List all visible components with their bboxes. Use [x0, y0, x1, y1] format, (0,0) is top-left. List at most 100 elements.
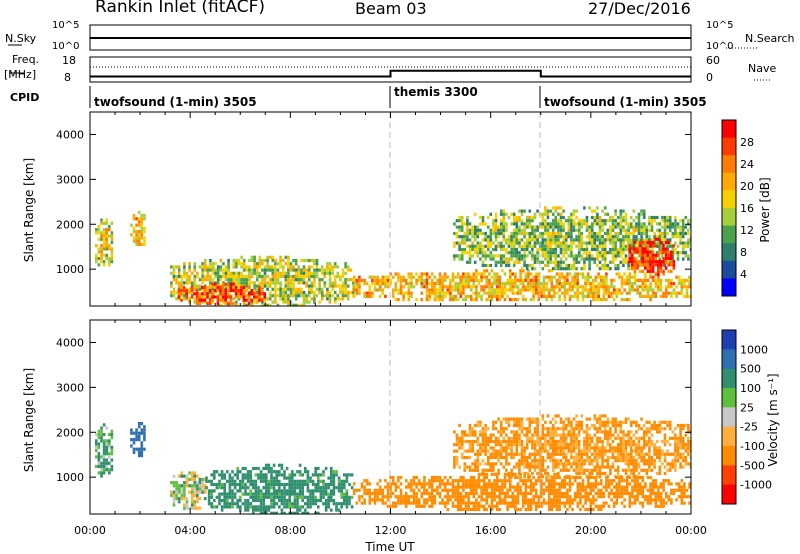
- data-cell: [512, 423, 516, 428]
- data-cell: [296, 502, 299, 506]
- data-cell: [663, 225, 667, 229]
- data-cell: [518, 244, 521, 248]
- data-cell: [680, 285, 684, 289]
- data-cell: [190, 295, 194, 299]
- data-cell: [614, 244, 617, 248]
- data-cell: [611, 222, 615, 226]
- data-cell: [441, 479, 444, 483]
- data-cell: [458, 228, 461, 232]
- data-cell: [638, 263, 642, 267]
- data-cell: [306, 476, 310, 480]
- data-cell: [619, 251, 623, 255]
- data-cell: [628, 504, 632, 508]
- data-cell: [479, 446, 482, 450]
- data-cell: [599, 491, 603, 496]
- data-cell: [499, 427, 503, 431]
- data-cell: [433, 498, 437, 502]
- data-cell: [423, 479, 426, 483]
- data-cell: [195, 292, 199, 296]
- data-cell: [270, 473, 273, 477]
- data-cell: [568, 501, 572, 505]
- data-cell: [397, 272, 400, 276]
- data-cell: [485, 269, 489, 273]
- data-cell: [274, 281, 277, 285]
- data-cell: [399, 488, 403, 492]
- data-cell: [684, 251, 688, 255]
- data-cell: [594, 491, 598, 496]
- data-cell: [497, 468, 500, 472]
- data-cell: [664, 294, 668, 298]
- data-cell: [306, 502, 310, 506]
- data-cell: [423, 482, 426, 486]
- data-cell: [298, 489, 302, 493]
- data-cell: [236, 470, 239, 474]
- data-cell: [571, 501, 574, 505]
- data-cell: [588, 231, 591, 236]
- data-cell: [443, 482, 447, 486]
- data-cell: [306, 473, 310, 477]
- data-cell: [430, 482, 434, 486]
- data-cell: [283, 505, 286, 509]
- data-cell: [564, 267, 568, 271]
- data-cell: [646, 260, 650, 264]
- data-cell: [468, 222, 472, 226]
- data-cell: [259, 505, 263, 509]
- data-cell: [284, 262, 288, 266]
- data-cell: [688, 485, 691, 489]
- data-cell: [391, 479, 395, 483]
- data-cell: [529, 482, 533, 486]
- data-cell: [662, 501, 665, 505]
- data-cell: [593, 219, 597, 223]
- data-cell: [318, 300, 321, 304]
- data-cell: [348, 482, 351, 487]
- data-cell: [236, 466, 239, 471]
- data-cell: [544, 222, 547, 226]
- data-cell: [515, 417, 519, 421]
- data-cell: [638, 491, 642, 496]
- data-cell: [454, 495, 457, 499]
- data-cell: [341, 284, 345, 288]
- data-cell: [533, 433, 537, 437]
- data-cell: [458, 446, 461, 450]
- data-cell: [458, 439, 461, 444]
- data-cell: [641, 504, 645, 508]
- data-cell: [270, 466, 273, 471]
- data-cell: [590, 209, 594, 213]
- data-cell: [607, 495, 611, 499]
- data-cell: [502, 219, 506, 223]
- data-cell: [208, 301, 212, 305]
- data-cell: [460, 257, 464, 261]
- data-cell: [586, 495, 590, 499]
- data-cell: [672, 288, 676, 292]
- data-cell: [605, 485, 608, 489]
- data-cell: [275, 482, 278, 487]
- data-cell: [333, 284, 337, 288]
- data-cell: [479, 430, 482, 434]
- data-cell: [477, 482, 481, 486]
- data-cell: [541, 244, 545, 248]
- data-cell: [633, 269, 637, 273]
- data-cell: [481, 238, 485, 242]
- data-cell: [227, 285, 230, 289]
- data-cell: [593, 241, 597, 245]
- data-cell: [610, 498, 613, 502]
- data-cell: [658, 244, 662, 248]
- data-cell: [607, 479, 611, 483]
- data-cell: [662, 485, 665, 489]
- data-cell: [611, 235, 615, 239]
- data-cell: [534, 288, 538, 292]
- data-cell: [213, 476, 216, 480]
- data-cell: [97, 256, 101, 261]
- data-cell: [620, 291, 624, 295]
- data-cell: [592, 482, 595, 486]
- data-cell: [481, 430, 485, 434]
- data-cell: [516, 498, 520, 502]
- data-cell: [201, 278, 204, 282]
- data-cell: [95, 464, 98, 469]
- data-cell: [451, 294, 455, 298]
- data-cell: [531, 420, 534, 424]
- data-cell: [291, 502, 294, 506]
- data-cell: [412, 488, 416, 492]
- data-cell: [642, 209, 646, 213]
